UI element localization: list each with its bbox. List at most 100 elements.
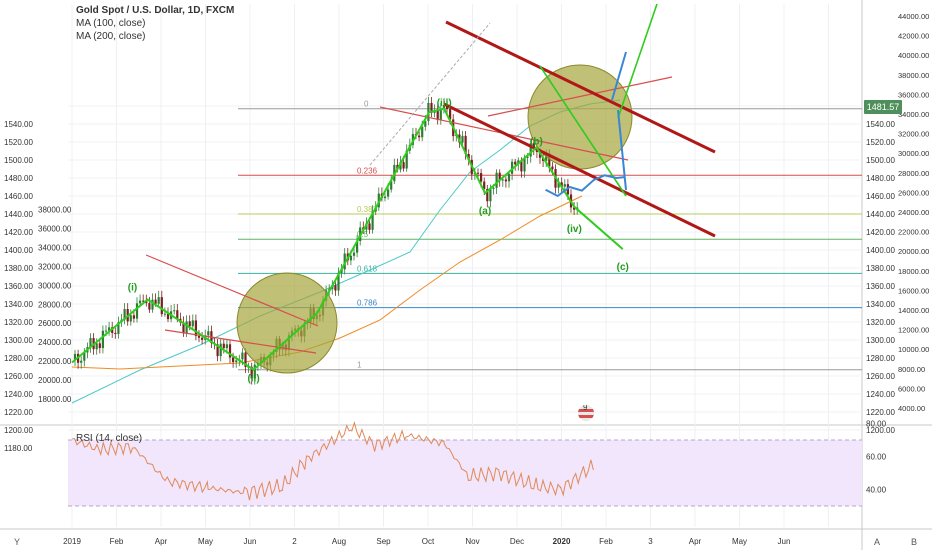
- fib-level-label: 0.236: [357, 166, 378, 175]
- channel-cross-line: [487, 76, 673, 117]
- candle-body: [89, 338, 92, 348]
- right-outer-label: 20000.00: [898, 247, 929, 256]
- left-price-label: 1480.00: [4, 174, 33, 183]
- flag-stripe: [578, 409, 594, 412]
- right-outer-label: 34000.00: [898, 110, 929, 119]
- candle-body: [73, 353, 77, 361]
- candle-body: [399, 162, 402, 170]
- fib-level-label: 0: [364, 100, 369, 109]
- right-outer-label: 18000.00: [898, 267, 929, 276]
- left-price-label: 1320.00: [4, 318, 33, 327]
- fib-level-label: 0.618: [357, 264, 378, 273]
- time-axis-label: Dec: [510, 537, 524, 546]
- legend-ma200: MA (200, close): [76, 31, 146, 42]
- candle-body: [182, 322, 185, 334]
- left-axis-label: 32000.00: [38, 262, 72, 271]
- fib-level-label: 0.5: [357, 230, 369, 239]
- left-price-label: 1240.00: [4, 390, 33, 399]
- candle-body: [507, 173, 511, 182]
- candle-body: [244, 352, 247, 367]
- candle-body: [225, 344, 228, 349]
- projection-up: [611, 51, 627, 101]
- time-axis-label: 3: [648, 537, 653, 546]
- right-outer-label: 36000.00: [898, 90, 929, 99]
- right-outer-label: 16000.00: [898, 286, 929, 295]
- left-price-label: 1440.00: [4, 210, 33, 219]
- left-price-label: 1300.00: [4, 336, 33, 345]
- candle-body: [173, 310, 176, 312]
- channel-lower-line: [443, 102, 716, 238]
- right-outer-label: 38000.00: [898, 71, 929, 80]
- right-outer-label: 44000.00: [898, 12, 929, 21]
- left-price-label: 1180.00: [4, 444, 33, 453]
- candle-body: [185, 321, 188, 334]
- candle-body: [194, 320, 197, 337]
- last-price-tag: 1481.57: [864, 100, 902, 114]
- corner-y[interactable]: Y: [14, 537, 21, 547]
- right-outer-label: 28000.00: [898, 169, 929, 178]
- candle-body: [529, 143, 532, 157]
- right-outer-label: 42000.00: [898, 32, 929, 41]
- right-price-label: 1280.00: [866, 354, 895, 363]
- time-axis-label: Nov: [465, 537, 479, 546]
- right-outer-label: 6000.00: [898, 384, 925, 393]
- candle-body: [219, 343, 222, 357]
- candle-body: [557, 182, 560, 188]
- candle-body: [83, 352, 86, 361]
- right-price-label: 1220.00: [866, 408, 895, 417]
- candle-body: [486, 188, 489, 202]
- time-axis-label: 2019: [63, 537, 81, 546]
- candle-body: [402, 162, 405, 169]
- left-price-label: 1420.00: [4, 228, 33, 237]
- candle-body: [387, 189, 390, 197]
- projection-down: [617, 109, 627, 191]
- candle-body: [201, 337, 204, 340]
- left-price-label: 1340.00: [4, 300, 33, 309]
- candle-body: [349, 255, 352, 261]
- candle-body: [495, 172, 498, 188]
- candle-body: [157, 297, 160, 304]
- candle-body: [356, 241, 359, 253]
- left-price-label: 1540.00: [4, 120, 33, 129]
- right-outer-label: 40000.00: [898, 51, 929, 60]
- rsi-legend: RSI (14, close): [76, 433, 143, 444]
- candle-body: [188, 321, 191, 327]
- corner-a[interactable]: A: [874, 537, 881, 547]
- left-price-label: 1360.00: [4, 282, 33, 291]
- wedge-lower-line: [164, 329, 317, 354]
- right-outer-label: 32000.00: [898, 130, 929, 139]
- right-price-label: 1400.00: [866, 246, 895, 255]
- right-price-label: 1540.00: [866, 120, 895, 129]
- candle-body: [352, 252, 356, 256]
- wave-label: (ii): [247, 373, 259, 384]
- candle-body: [334, 285, 337, 291]
- candle-body: [343, 253, 346, 270]
- us-flag-icon[interactable]: 9: [578, 405, 594, 421]
- time-axis-label: Jun: [778, 537, 791, 546]
- corner-b[interactable]: B: [911, 537, 918, 547]
- wave-label: (i): [128, 283, 137, 294]
- left-axis-label: 30000.00: [38, 281, 72, 290]
- wave-extension-line: [617, 3, 658, 119]
- right-outer-label: 4000.00: [898, 404, 925, 413]
- left-price-label: 1260.00: [4, 372, 33, 381]
- candle-body: [142, 300, 145, 302]
- candle-body: [439, 108, 442, 120]
- right-price-label: 1460.00: [866, 192, 895, 201]
- candle-body: [98, 343, 101, 349]
- right-outer-label: 22000.00: [898, 228, 929, 237]
- time-axis-label: May: [732, 537, 747, 546]
- candle-body: [489, 188, 492, 202]
- wave-path: [71, 107, 624, 371]
- candle-body: [520, 160, 523, 172]
- candle-body: [545, 153, 548, 161]
- time-axis-label: Apr: [689, 537, 702, 546]
- right-price-label: 1520.00: [866, 138, 895, 147]
- right-outer-label: 24000.00: [898, 208, 929, 217]
- right-price-label: 1480.00: [866, 174, 895, 183]
- candle-body: [114, 332, 117, 334]
- candle-body: [253, 364, 256, 379]
- candle-body: [421, 126, 424, 138]
- right-price-label: 1360.00: [866, 282, 895, 291]
- legend: Gold Spot / U.S. Dollar, 1D, FXCM MA (10…: [76, 4, 234, 43]
